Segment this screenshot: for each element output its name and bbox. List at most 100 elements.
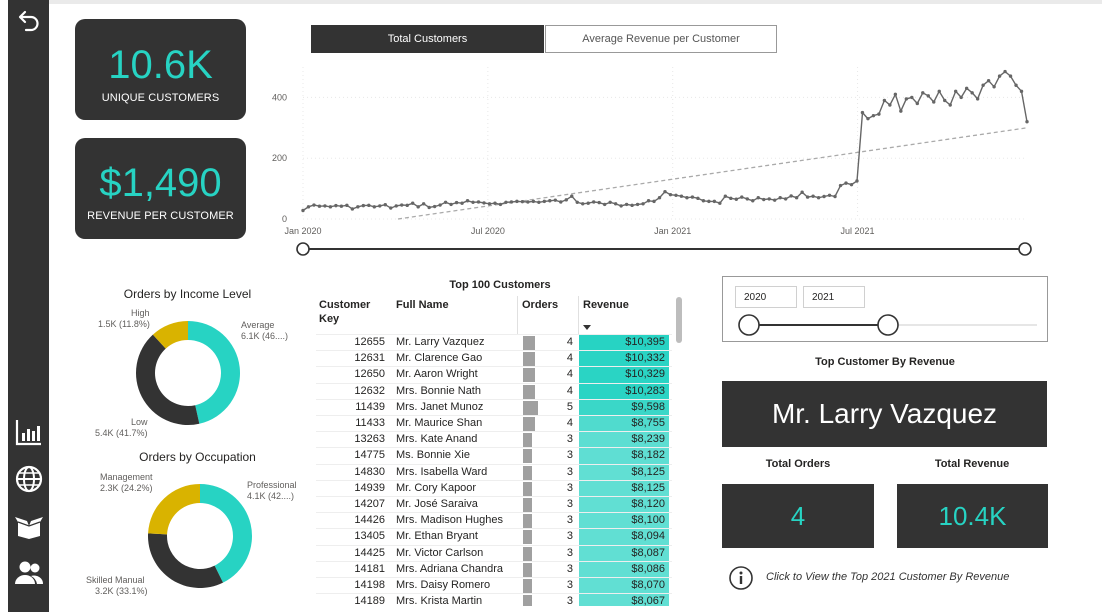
data-point (312, 203, 316, 207)
info-icon[interactable] (728, 565, 754, 591)
data-point (635, 202, 640, 207)
y-tick-label: 400 (272, 92, 287, 102)
income-label-high: High 1.5K (11.8%) (98, 308, 152, 330)
table-row[interactable]: 14775 Ms. Bonnie Xie 3 $8,182 (316, 447, 672, 465)
data-point (712, 199, 717, 204)
date-range-start-handle[interactable] (296, 242, 310, 256)
data-point (301, 208, 305, 213)
data-point (334, 203, 338, 208)
table-row[interactable]: 14939 Mr. Cory Kapoor 3 $8,125 (316, 479, 672, 497)
tab-average-revenue-per-customer[interactable]: Average Revenue per Customer (545, 25, 777, 53)
table-row[interactable]: 12655 Mr. Larry Vazquez 4 $10,395 (316, 334, 672, 351)
cell-orders: 3 (566, 465, 573, 478)
x-tick-label: Jan 2021 (654, 226, 691, 236)
cell-customer-key: 11433 (355, 417, 385, 429)
data-point (674, 193, 678, 197)
cell-orders: 3 (566, 498, 573, 510)
occupation-donut-chart (148, 484, 253, 588)
table-row[interactable]: 11433 Mr. Maurice Shan 4 $8,755 (316, 415, 672, 432)
cell-revenue: $8,070 (579, 578, 669, 594)
cell-orders-bar (523, 368, 535, 383)
table-row[interactable]: 14207 Mr. José Saraiva 3 $8,120 (316, 496, 672, 513)
slice-high[interactable] (152, 321, 188, 349)
data-point (893, 92, 898, 97)
cell-orders: 3 (566, 530, 573, 543)
users-icon[interactable] (8, 555, 49, 591)
data-point (449, 202, 453, 207)
table-row[interactable]: 14189 Mrs. Krista Martin 3 $8,067 (316, 593, 672, 606)
slice-skilled-manual[interactable] (148, 533, 224, 588)
data-point (619, 204, 623, 208)
data-point (350, 207, 355, 211)
slice-low[interactable] (135, 334, 200, 425)
data-point (602, 202, 607, 207)
table-row[interactable]: 12631 Mr. Clarence Gao 4 $10,332 (316, 350, 672, 368)
table-row[interactable]: 13405 Mr. Ethan Bryant 3 $8,094 (316, 528, 672, 546)
data-point (794, 196, 799, 200)
year-to-input[interactable]: 2021 (803, 286, 865, 308)
data-point (454, 200, 459, 205)
y-tick-label: 0 (282, 214, 287, 224)
th-customer-key[interactable]: Customer Key (319, 298, 370, 326)
table-row[interactable]: 12632 Mrs. Bonnie Nath 4 $10,283 (316, 382, 672, 400)
th-revenue[interactable]: Revenue (583, 299, 629, 311)
table-row[interactable]: 14425 Mr. Victor Carlson 3 $8,087 (316, 544, 672, 562)
cell-customer-key: 14939 (354, 481, 385, 494)
data-point (372, 205, 377, 209)
data-point (921, 91, 925, 95)
data-point (822, 194, 826, 199)
cell-full-name: Mrs. Janet Munoz (396, 400, 484, 413)
data-point (844, 181, 848, 185)
data-point (504, 200, 508, 204)
year-from-input[interactable]: 2020 (735, 286, 797, 308)
box-icon[interactable] (8, 508, 49, 544)
data-point (509, 200, 514, 204)
total-orders-value: 4 (790, 500, 806, 531)
date-range-end-handle[interactable] (1018, 242, 1032, 256)
cell-orders: 3 (566, 595, 573, 606)
data-point (581, 202, 585, 206)
table-row[interactable]: 13263 Mrs. Kate Anand 3 $8,239 (316, 431, 672, 449)
revenue-per-customer-card: $1,490 REVENUE PER CUSTOMER (75, 138, 246, 239)
slice-professional[interactable] (200, 484, 253, 583)
slice-average[interactable] (188, 321, 241, 424)
table-row[interactable]: 14198 Mrs. Daisy Romero 3 $8,070 (316, 577, 672, 594)
x-tick-label: Jul 2021 (841, 226, 875, 236)
back-icon[interactable] (8, 2, 49, 38)
occupation-label-professional-value: 4.1K (42....) (247, 491, 295, 501)
tab-total-customers[interactable]: Total Customers (311, 25, 544, 53)
data-point (432, 204, 437, 209)
data-point (597, 200, 601, 205)
cell-revenue: $8,100 (579, 513, 669, 530)
data-point (394, 204, 398, 208)
data-point (866, 116, 870, 121)
bar-chart-icon[interactable] (8, 414, 49, 450)
slice-management[interactable] (148, 484, 200, 535)
table-row[interactable]: 14426 Mrs. Madison Hughes 3 $8,100 (316, 512, 672, 530)
income-label-average: Average 6.1K (46....) (241, 320, 288, 342)
data-point (548, 199, 552, 203)
data-point (460, 201, 464, 205)
th-full-name[interactable]: Full Name (396, 299, 449, 311)
cell-orders-bar (523, 352, 535, 367)
table-row[interactable]: 12650 Mr. Aaron Wright 4 $10,329 (316, 366, 672, 384)
th-orders[interactable]: Orders (522, 299, 559, 311)
table-row[interactable]: 14181 Mrs. Adriana Chandra 3 $8,086 (316, 560, 672, 578)
globe-icon[interactable] (8, 461, 49, 497)
data-point (624, 202, 629, 207)
data-point (471, 200, 475, 204)
cell-orders: 4 (566, 368, 573, 381)
table-row[interactable]: 11439 Mrs. Janet Munoz 5 $9,598 (316, 398, 672, 416)
data-point (970, 91, 974, 95)
cell-revenue: $8,125 (579, 480, 669, 497)
table-scrollbar[interactable] (676, 297, 682, 343)
data-point (975, 97, 980, 101)
data-point (959, 95, 963, 100)
data-point (553, 198, 558, 202)
year-range-slider[interactable] (733, 313, 1043, 337)
table-row[interactable]: 14830 Mrs. Isabella Ward 3 $8,125 (316, 463, 672, 481)
th-customer-key-line1: Customer (319, 299, 371, 311)
sort-desc-icon[interactable] (583, 325, 591, 331)
info-text[interactable]: Click to View the Top 2021 Customer By R… (766, 571, 1010, 583)
cell-orders: 4 (566, 352, 573, 365)
